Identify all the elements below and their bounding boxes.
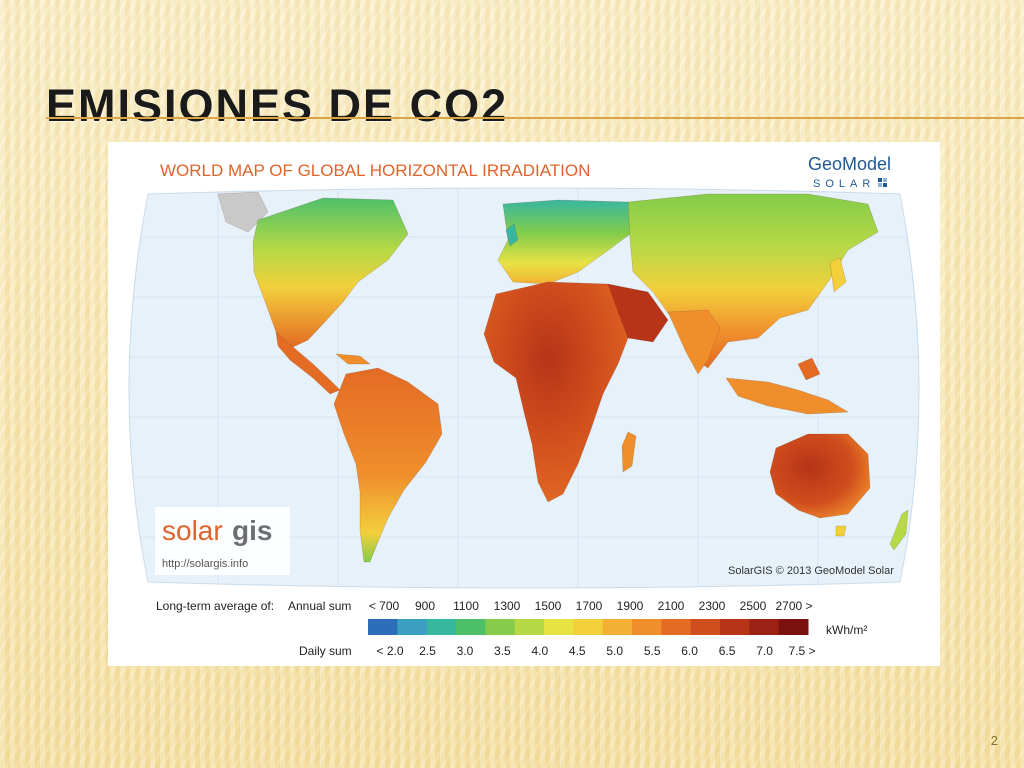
geomodel-logo-icon: [878, 178, 887, 187]
south-america-region: [333, 367, 443, 563]
legend-annual-tick: 1900: [617, 599, 644, 613]
legend-annual-tick: 1100: [453, 599, 479, 613]
arabian-peninsula-region: [607, 283, 669, 343]
legend-annual-tick: 900: [415, 599, 435, 613]
legend-daily-tick: 3.5: [494, 644, 511, 658]
legend-daily-tick: 7.0: [756, 644, 773, 658]
legend-swatch: [573, 619, 604, 635]
solargis-logo-gis: gis: [232, 515, 272, 546]
legend-daily-tick: < 2.0: [376, 644, 403, 658]
japan-region: [829, 257, 847, 293]
title-underline: [46, 117, 1024, 119]
legend-swatch: [514, 619, 545, 635]
legend-daily-tick: 4.0: [531, 644, 548, 658]
indonesia-region: [725, 377, 849, 415]
irradiation-legend: Long-term average of: Annual sum Daily s…: [156, 599, 867, 658]
geomodel-logo-subtext: SOLAR: [813, 178, 875, 190]
slide-title: EMISIONES DE CO2: [46, 80, 509, 131]
tasmania-region: [835, 525, 847, 537]
north-america-region: [252, 197, 409, 348]
legend-swatch: [368, 619, 398, 635]
solargis-logo-solar: solar: [162, 515, 223, 546]
legend-daily-tick: 7.5 >: [788, 644, 815, 658]
europe-region: [497, 199, 634, 285]
madagascar-region: [621, 431, 637, 473]
solargis-url: http://solargis.info: [162, 558, 248, 570]
legend-swatch: [690, 619, 721, 635]
legend-swatch: [632, 619, 662, 635]
irradiation-map-svg: WORLD MAP OF GLOBAL HORIZONTAL IRRADIATI…: [128, 154, 920, 658]
legend-daily-tick: 6.0: [681, 644, 698, 658]
legend-annual-tick: 2700 >: [775, 599, 812, 613]
india-region: [667, 309, 721, 375]
legend-swatch: [778, 619, 809, 635]
legend-swatch: [485, 619, 516, 635]
legend-annual-ticks: < 700 900 1100 1300 1500 1700 1900 2100 2300 2500…: [369, 599, 813, 613]
caribbean-region: [335, 353, 371, 365]
legend-daily-tick: 5.0: [606, 644, 623, 658]
legend-annual-label: Annual sum: [288, 599, 351, 613]
legend-swatch: [749, 619, 780, 635]
uk-region: [505, 223, 519, 247]
legend-swatch: [397, 619, 428, 635]
legend-annual-tick: 2100: [658, 599, 685, 613]
irradiation-map-figure: WORLD MAP OF GLOBAL HORIZONTAL IRRADIATI…: [108, 142, 940, 666]
new-zealand-region: [889, 509, 909, 551]
legend-daily-ticks: < 2.0 2.5 3.0 3.5 4.0 4.5 5.0 5.5 6.0 6.5 7.0 7.5 >: [376, 644, 815, 658]
legend-swatch: [661, 619, 692, 635]
central-america-region: [275, 331, 341, 395]
legend-daily-label: Daily sum: [299, 644, 352, 658]
map-copyright: SolarGIS © 2013 GeoModel Solar: [728, 565, 894, 577]
legend-swatch: [456, 619, 486, 635]
legend-annual-tick: 2500: [740, 599, 767, 613]
australia-region: [769, 433, 871, 519]
legend-unit: kWh/m²: [826, 623, 867, 637]
legend-color-bar: [368, 619, 809, 635]
legend-swatch: [426, 619, 457, 635]
page-number: 2: [990, 733, 998, 748]
map-title: WORLD MAP OF GLOBAL HORIZONTAL IRRADIATI…: [160, 161, 590, 180]
legend-daily-tick: 6.5: [719, 644, 736, 658]
legend-annual-tick: 1700: [576, 599, 603, 613]
legend-swatch: [602, 619, 633, 635]
world-map: [128, 187, 920, 589]
legend-daily-tick: 2.5: [419, 644, 436, 658]
geomodel-logo-text: GeoModel: [808, 154, 891, 174]
philippines-region: [797, 357, 821, 381]
legend-daily-tick: 4.5: [569, 644, 586, 658]
legend-caption: Long-term average of:: [156, 599, 274, 613]
legend-daily-tick: 5.5: [644, 644, 661, 658]
legend-swatch: [720, 619, 750, 635]
legend-annual-tick: 1500: [535, 599, 562, 613]
legend-annual-tick: < 700: [369, 599, 400, 613]
legend-swatch: [544, 619, 574, 635]
solargis-logo: solar gis http://solargis.info: [155, 507, 290, 575]
legend-annual-tick: 1300: [494, 599, 521, 613]
legend-daily-tick: 3.0: [457, 644, 474, 658]
legend-annual-tick: 2300: [699, 599, 726, 613]
